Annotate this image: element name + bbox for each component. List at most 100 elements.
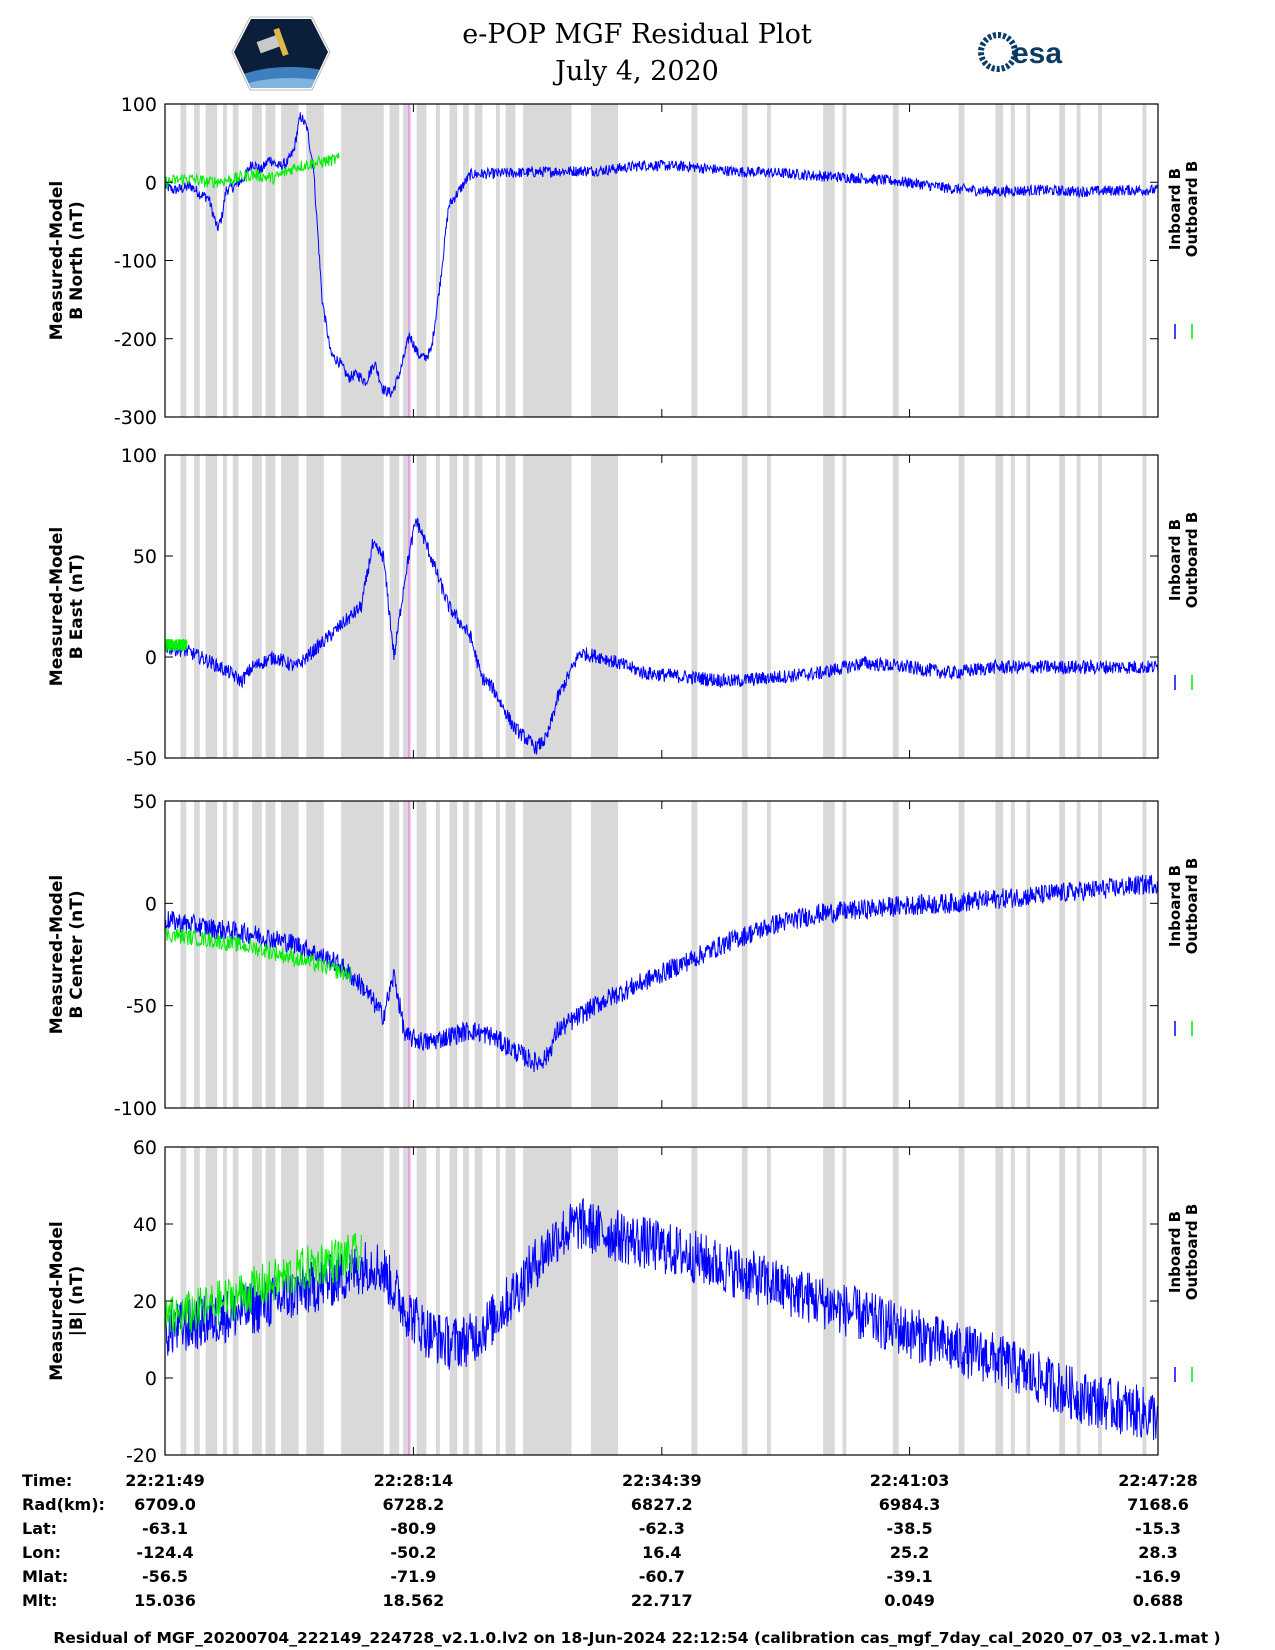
shade-band: [223, 1147, 227, 1455]
table-cell: 0.688: [1133, 1591, 1184, 1610]
shade-band: [416, 104, 427, 417]
table-cell: 22:34:39: [622, 1471, 702, 1490]
table-cell: -39.1: [887, 1567, 933, 1586]
y-tick-label: -100: [114, 251, 157, 273]
shade-band: [463, 1147, 469, 1455]
shade-band: [449, 455, 458, 758]
shade-band: [892, 104, 899, 417]
shade-band: [403, 455, 411, 758]
shade-band: [389, 104, 400, 417]
shade-band: [823, 1147, 835, 1455]
y-axis-label-line2: B North (nT): [67, 201, 87, 320]
shade-band: [995, 455, 1004, 758]
shade-band: [1059, 1147, 1066, 1455]
shade-band: [995, 104, 1004, 417]
table-cell: -71.9: [390, 1567, 436, 1586]
shade-band: [741, 104, 748, 417]
shade-band: [341, 455, 384, 758]
esa-logo-text: esa: [1012, 37, 1062, 70]
series-group: [165, 112, 1158, 398]
title-line1: e-POP MGF Residual Plot: [462, 19, 812, 50]
table-cell: 22:47:28: [1118, 1471, 1198, 1490]
shade-band: [823, 455, 835, 758]
shade-band: [1059, 455, 1066, 758]
shade-band: [1010, 801, 1015, 1108]
shade-band: [1142, 455, 1147, 758]
y-axis-label: Measured-ModelB North (nT): [47, 181, 87, 340]
y-tick-label: -100: [114, 1098, 157, 1120]
table-cell: 0.049: [884, 1591, 935, 1610]
table-cell: -38.5: [887, 1519, 933, 1538]
shade-band: [823, 801, 835, 1108]
outboard-series-line: [165, 1233, 362, 1334]
table-cell: 25.2: [890, 1543, 929, 1562]
shade-band: [523, 104, 572, 417]
shade-band: [449, 104, 458, 417]
shade-band: [1097, 104, 1102, 417]
shade-band: [691, 455, 698, 758]
shade-band: [995, 801, 1004, 1108]
shade-band: [1076, 455, 1081, 758]
legend: Inboard BOutboard B: [1166, 161, 1201, 339]
table-row-label: Time:: [22, 1471, 72, 1490]
table-row-label: Rad(km):: [22, 1495, 105, 1514]
y-tick-label: 50: [133, 546, 157, 568]
table-cell: 6984.3: [879, 1495, 941, 1514]
shade-band: [306, 455, 324, 758]
y-tick-label: 0: [145, 1368, 157, 1390]
legend-labels: Inboard BOutboard B: [1166, 161, 1201, 258]
panel-2: 100 50 0 -50 Measured-ModelB East (nT) Inboar…: [47, 445, 1201, 770]
shade-band: [281, 455, 299, 758]
table-cell: 7168.6: [1127, 1495, 1189, 1514]
y-axis-label-line1: Measured-Model: [47, 875, 67, 1034]
shade-bands: [180, 1147, 1147, 1455]
shade-band: [766, 455, 771, 758]
shade-band: [1059, 801, 1066, 1108]
shade-band: [403, 801, 411, 1108]
shade-band: [505, 801, 516, 1108]
shade-band: [496, 1147, 500, 1455]
shade-band: [265, 801, 276, 1108]
shade-band: [505, 104, 516, 417]
shade-band: [1059, 104, 1066, 417]
shade-band: [180, 1147, 187, 1455]
series-group: [165, 517, 1158, 755]
shade-band: [892, 455, 899, 758]
shade-band: [1076, 104, 1081, 417]
shade-band: [1010, 455, 1015, 758]
shade-band: [463, 104, 469, 417]
shade-band: [265, 104, 276, 417]
y-tick-label: -200: [114, 329, 157, 351]
table-cell: -56.5: [142, 1567, 188, 1586]
table-cell: 22.717: [631, 1591, 693, 1610]
shade-band: [523, 455, 572, 758]
shade-band: [842, 455, 847, 758]
panel-3: 50 0 -50 -100 Measured-ModelB Center (nT) Inb…: [47, 791, 1201, 1120]
y-tick-label: 100: [121, 94, 157, 116]
shade-band: [1076, 801, 1081, 1108]
shade-band: [223, 455, 227, 758]
shade-band: [223, 801, 227, 1108]
shade-band: [496, 455, 500, 758]
legend-outboard-label: Outboard B: [1183, 512, 1201, 609]
shade-band: [341, 104, 384, 417]
shade-band: [892, 801, 899, 1108]
shade-band: [180, 455, 187, 758]
y-tick-label: 0: [145, 647, 157, 669]
shade-band: [435, 801, 440, 1108]
shade-band: [691, 104, 698, 417]
table-cell: -80.9: [390, 1519, 436, 1538]
series-group: [165, 1197, 1158, 1441]
shade-band: [449, 1147, 458, 1455]
shade-band: [1142, 801, 1147, 1108]
shade-bands: [180, 801, 1147, 1108]
shade-band: [474, 1147, 483, 1455]
table-cell: 18.562: [383, 1591, 445, 1610]
table-cell: -124.4: [136, 1543, 193, 1562]
inboard-series-line: [165, 112, 1158, 398]
table-cell: -15.3: [1135, 1519, 1181, 1538]
y-tick-label: 0: [145, 893, 157, 915]
shade-band: [474, 455, 483, 758]
table-row-label: Lon:: [22, 1543, 61, 1562]
table-cell: -16.9: [1135, 1567, 1181, 1586]
